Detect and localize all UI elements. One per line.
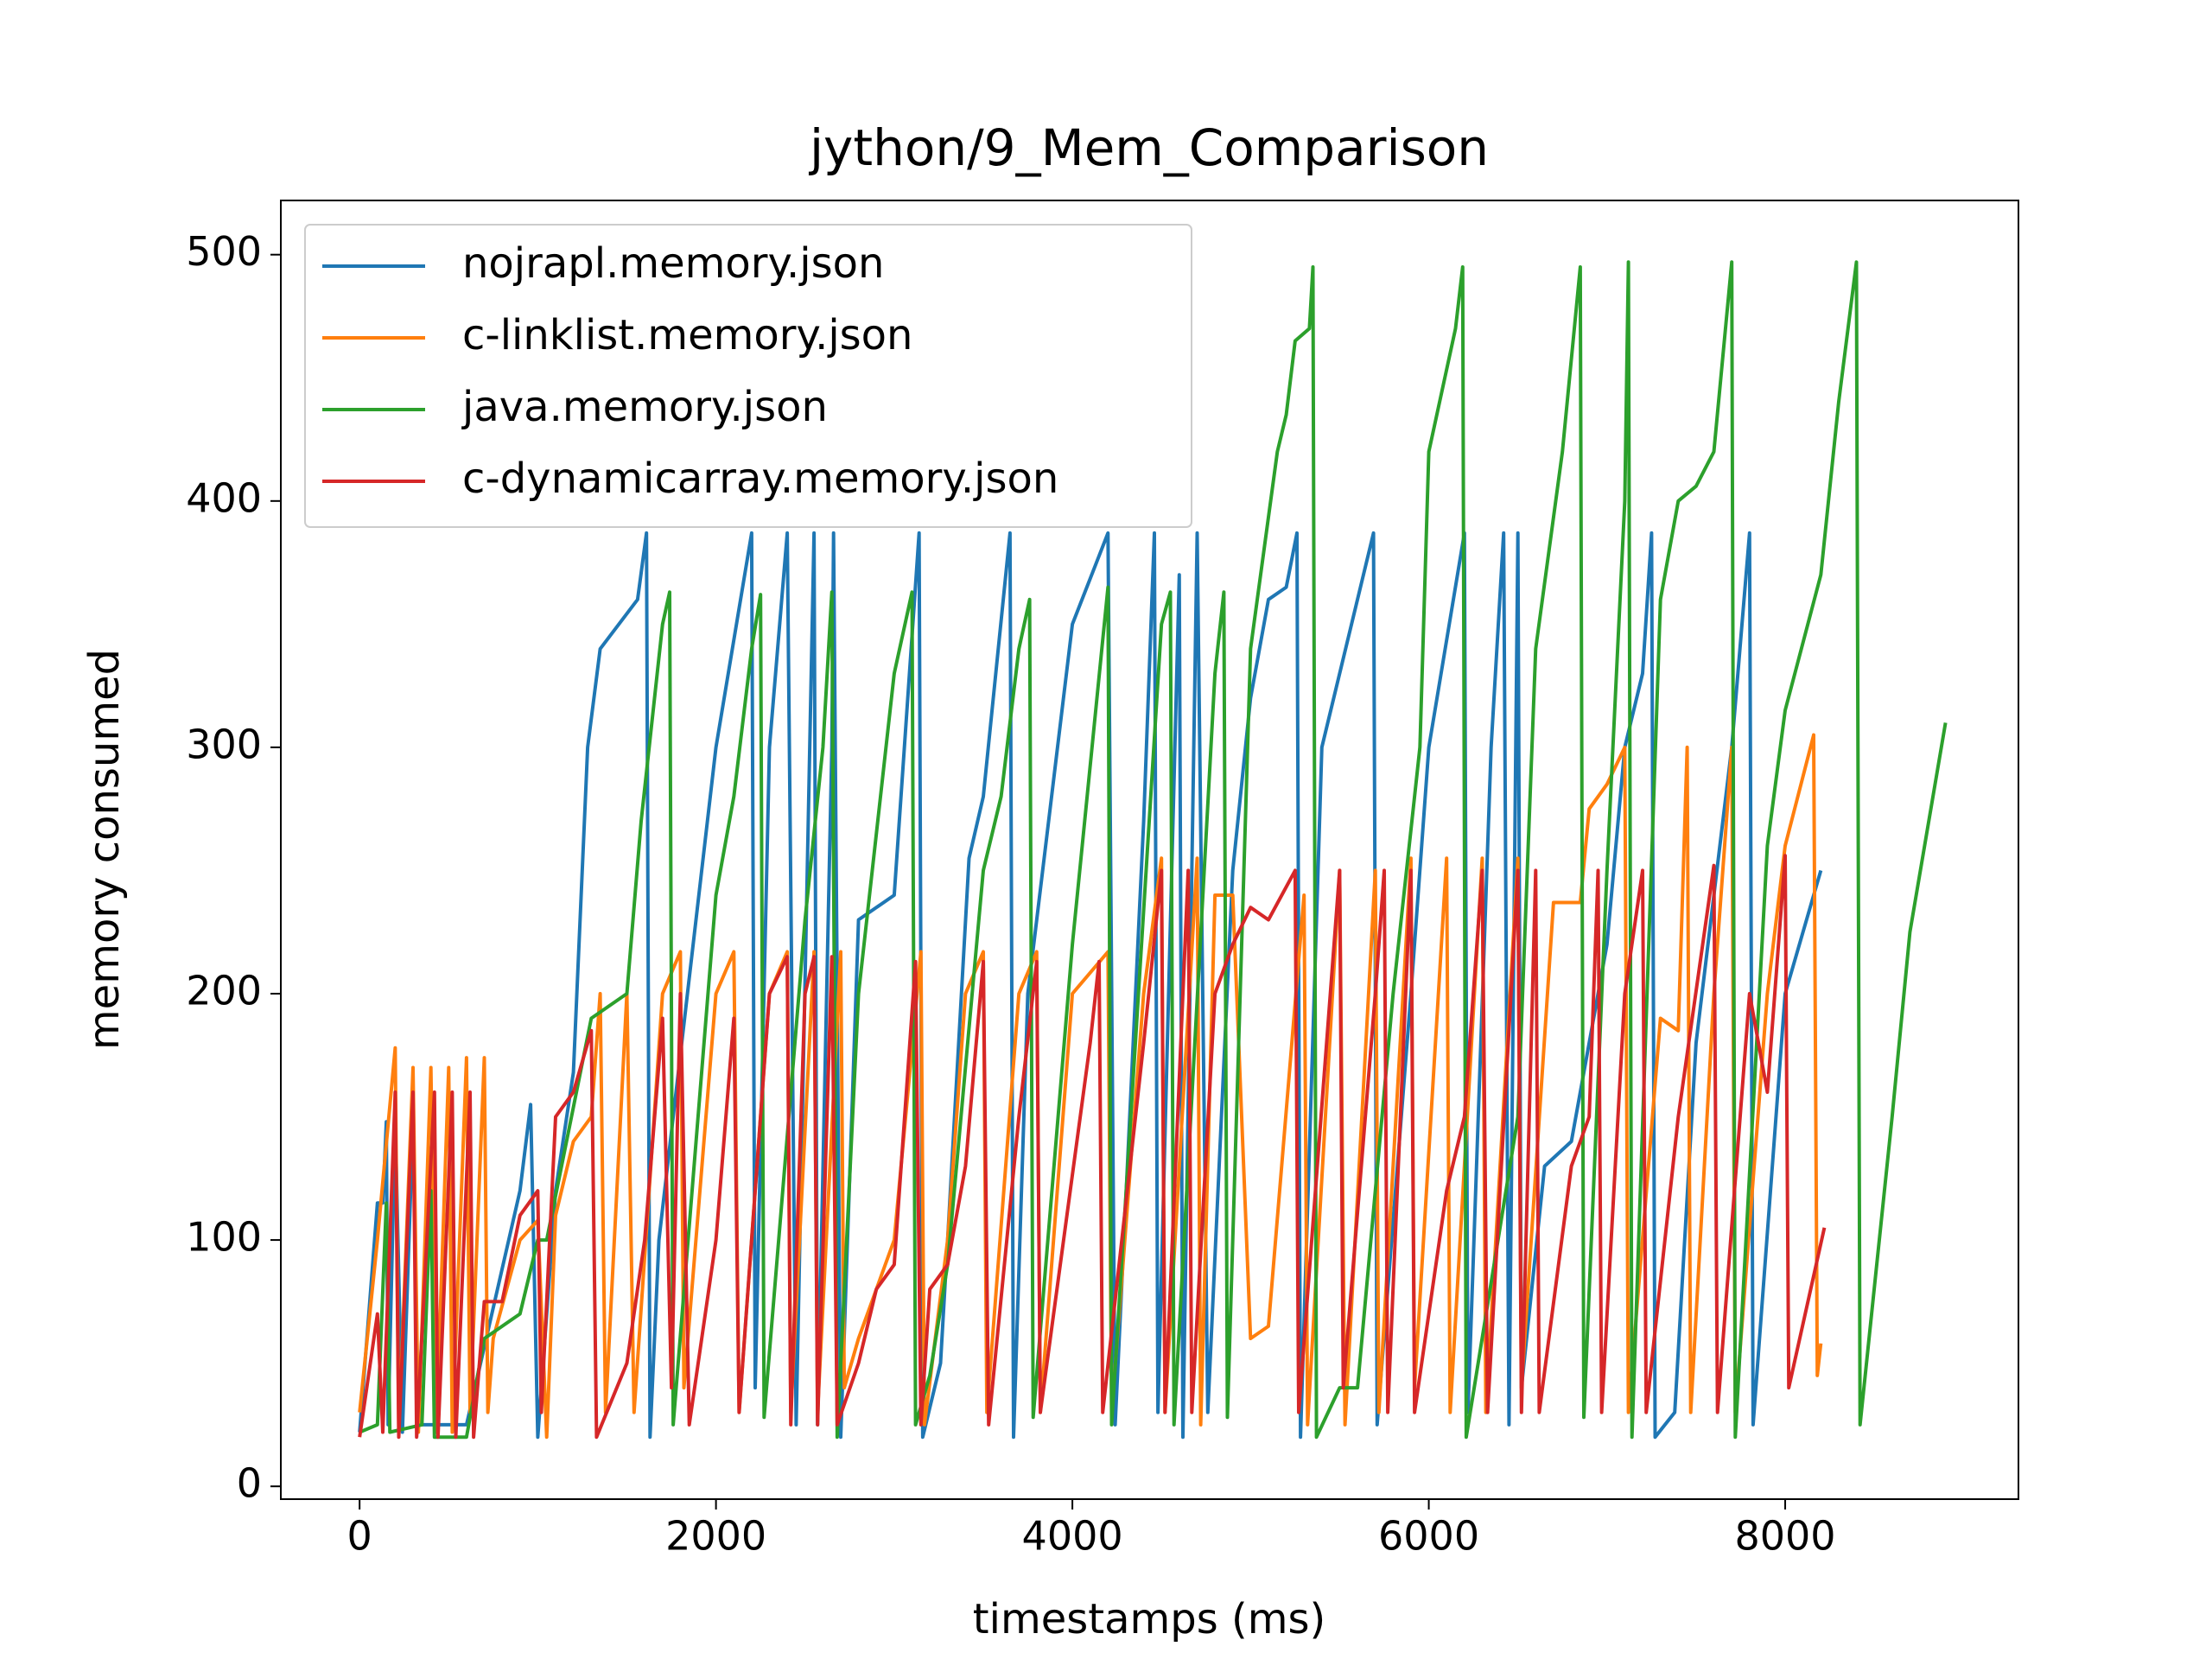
x-tick-label: 8000 <box>1734 1513 1835 1560</box>
series-line <box>358 733 1823 1440</box>
y-tick-label: 500 <box>186 228 262 275</box>
x-tick-label: 2000 <box>665 1513 766 1560</box>
legend-label: c-dynamicarray.memory.json <box>462 454 1058 503</box>
plot-frame <box>280 200 2019 1500</box>
y-tick-label: 200 <box>186 967 262 1014</box>
x-tick-label: 6000 <box>1378 1513 1479 1560</box>
chart-title: jython/9_Mem_Comparison <box>808 118 1489 177</box>
legend-label: c-linklist.memory.json <box>462 311 912 359</box>
series-line <box>359 260 1948 1440</box>
y-tick-label: 100 <box>186 1214 262 1261</box>
y-tick-label: 0 <box>237 1460 262 1507</box>
x-tick-label: 4000 <box>1022 1513 1123 1560</box>
legend-label: java.memory.json <box>461 383 828 431</box>
series-line <box>358 854 1827 1440</box>
y-axis-label: memory consumed <box>80 649 129 1050</box>
x-axis-label: timestamps (ms) <box>973 1595 1325 1643</box>
legend-label: nojrapl.memory.json <box>462 239 884 288</box>
x-tick-label: 0 <box>347 1513 372 1560</box>
y-tick-label: 300 <box>186 721 262 767</box>
y-tick-label: 400 <box>186 474 262 521</box>
legend-box <box>304 224 1192 528</box>
